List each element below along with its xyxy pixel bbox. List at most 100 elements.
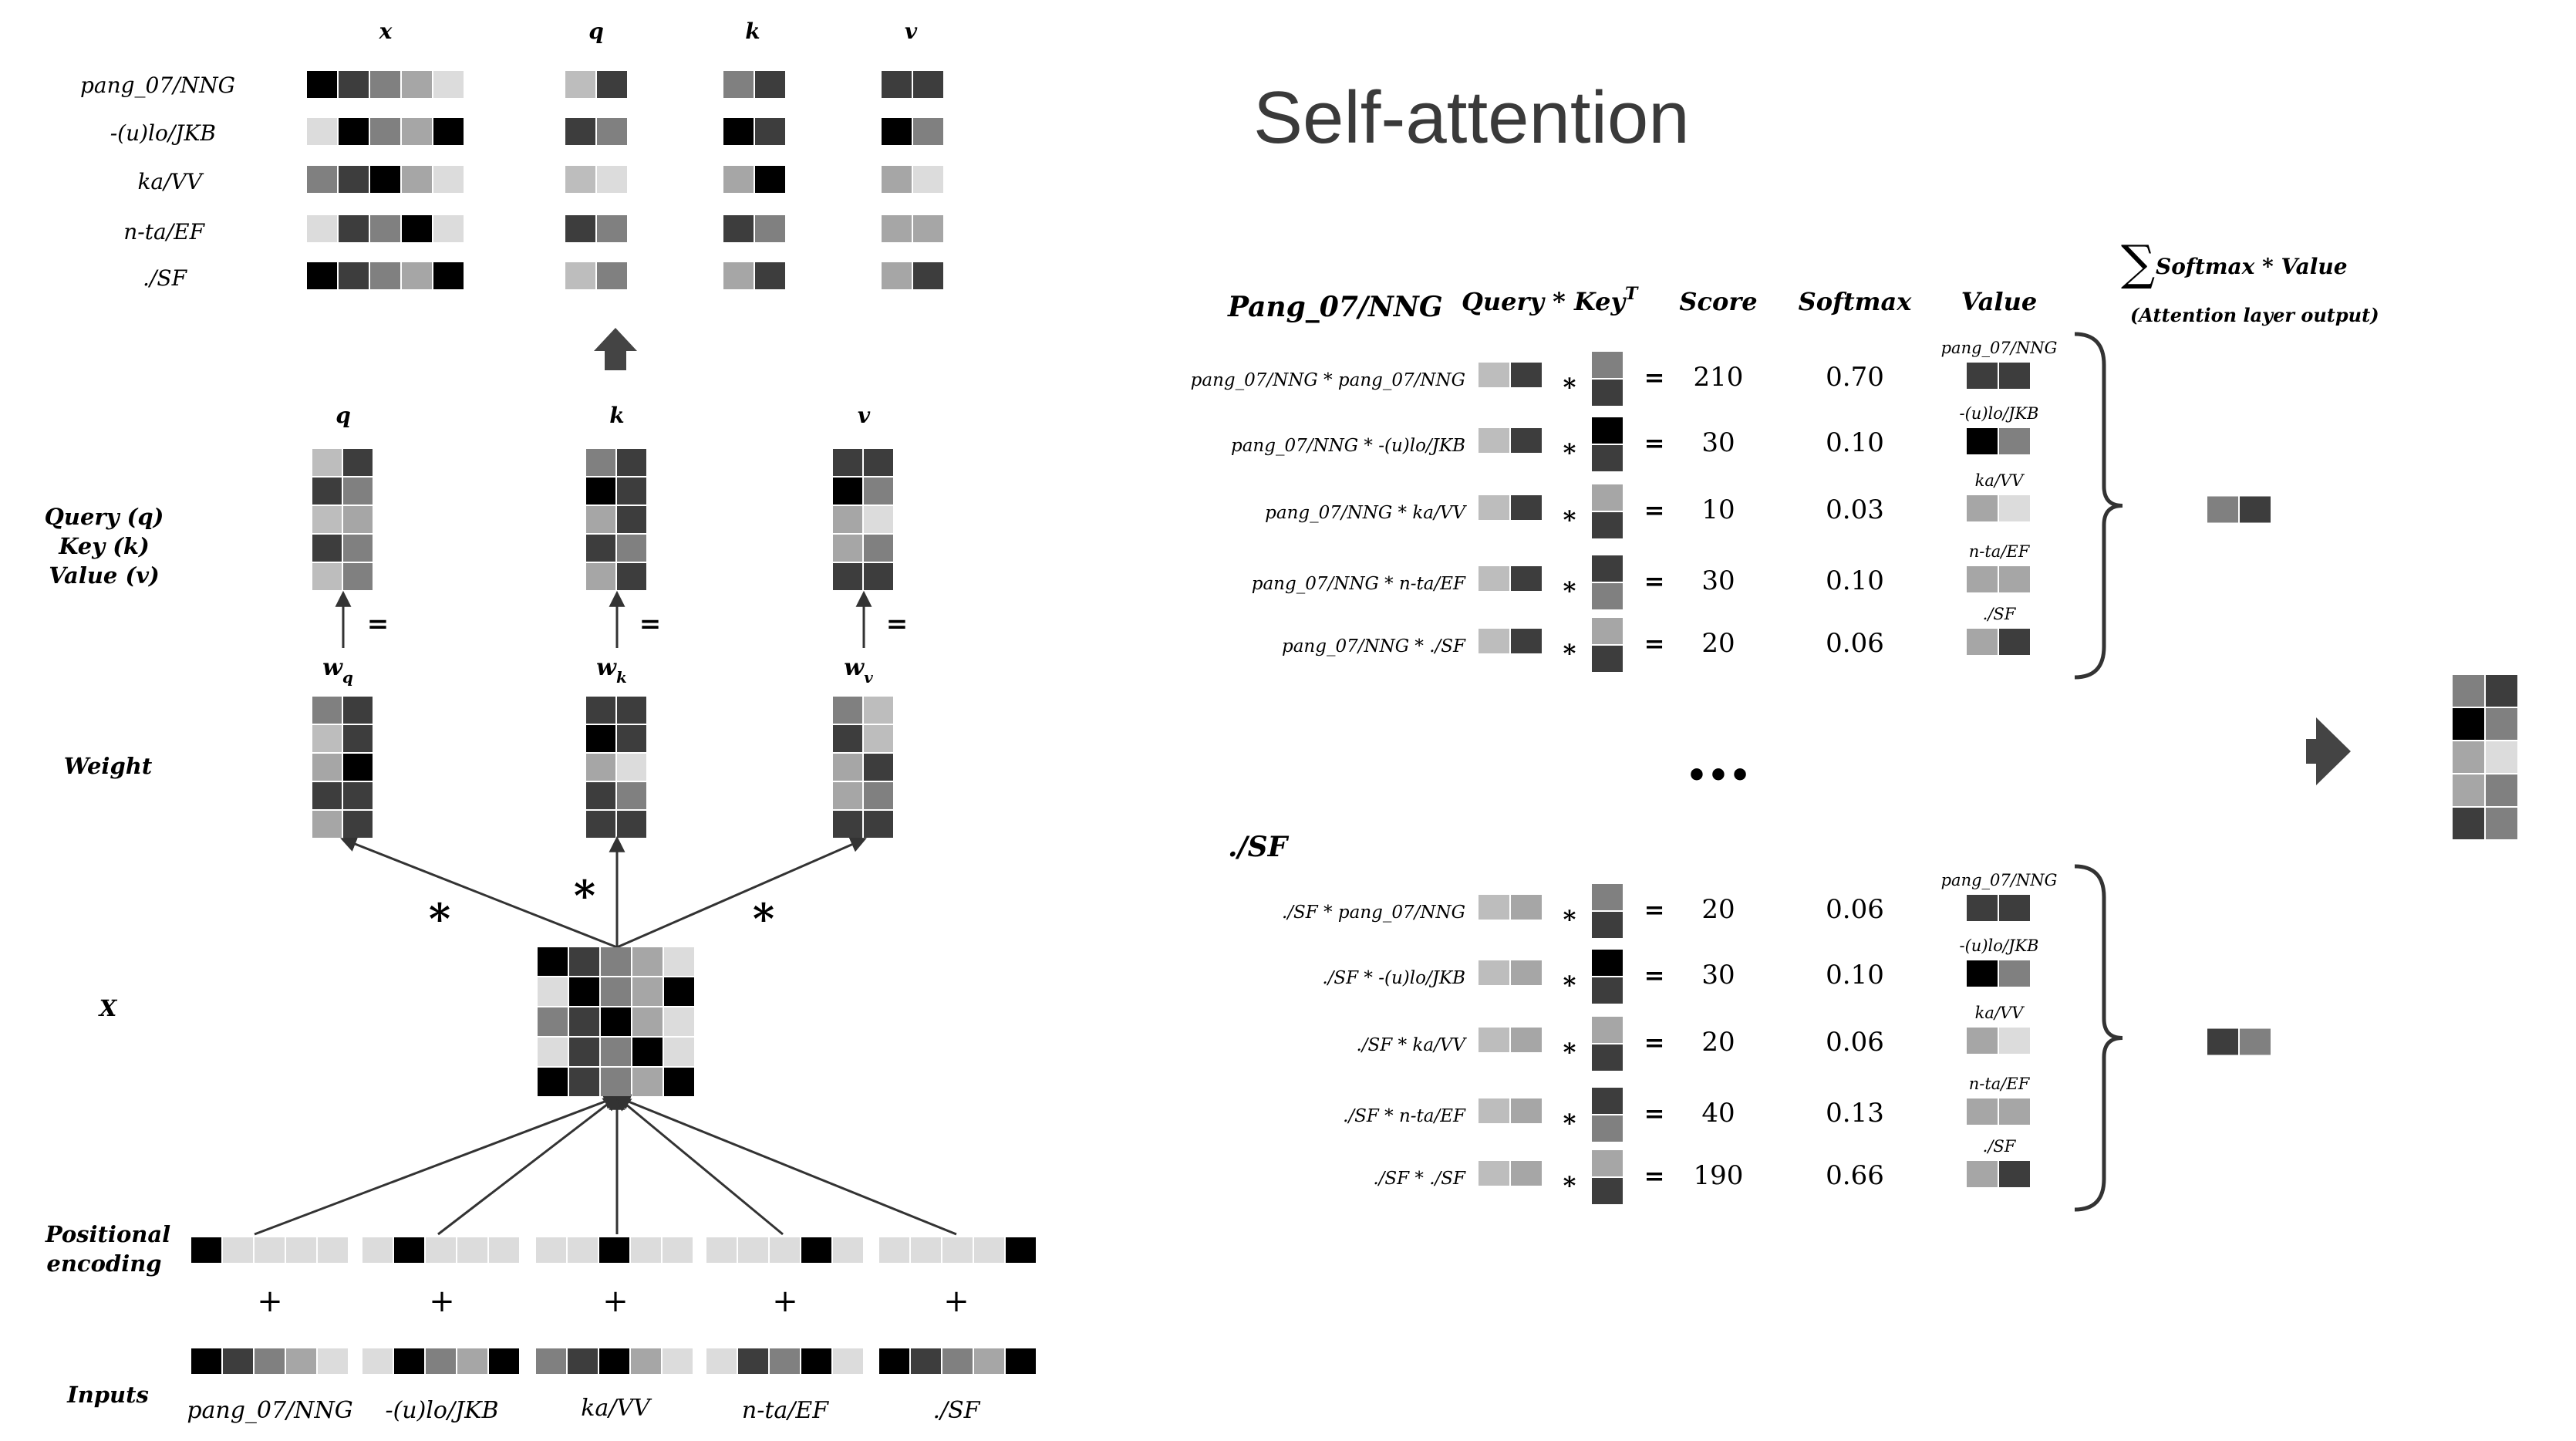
softmax-value: 0.06 — [1826, 1027, 1884, 1058]
k-matrix-cell — [586, 478, 615, 505]
col-header-sum-sub: (Attention layer output) — [2130, 304, 2379, 326]
k-matrix-cell — [617, 449, 646, 476]
x-matrix-cell — [538, 1068, 568, 1096]
equals-sign: = — [1644, 428, 1665, 457]
top-x-row-cell — [433, 118, 464, 145]
softmax-value: 0.06 — [1826, 894, 1884, 925]
result-matrix-cell — [2453, 808, 2484, 839]
token-label-1: pang_07/NNG — [80, 73, 235, 98]
value-vec-cell — [1999, 566, 2030, 592]
top-k-row-cell — [755, 166, 785, 193]
wv-matrix-cell — [864, 811, 893, 838]
top-x-row-cell — [370, 215, 400, 242]
top-k-row-cell — [755, 118, 785, 145]
softmax-value: 0.06 — [1826, 628, 1884, 659]
wv-matrix-cell — [864, 725, 893, 752]
key-cell — [1592, 618, 1623, 644]
positional-encoding-cell — [286, 1237, 316, 1263]
token-label-4: n-ta/EF — [123, 219, 205, 245]
plus-4: + — [772, 1284, 798, 1319]
x-matrix-cell — [569, 1068, 599, 1096]
qkv-label-k: k — [609, 403, 624, 428]
query-vec-cell — [1511, 363, 1542, 387]
pair-label: pang_07/NNG * pang_07/NNG — [1191, 370, 1465, 390]
k-matrix — [586, 449, 646, 590]
block-title: ./SF — [1228, 831, 1290, 863]
pair-label: ./SF * ./SF — [1373, 1169, 1466, 1189]
positional-encoding-cell — [223, 1237, 253, 1263]
multiply-star-v: * — [753, 894, 774, 943]
x-matrix-cell — [601, 1038, 631, 1066]
q-matrix-cell — [343, 563, 373, 590]
key-cell — [1592, 512, 1623, 538]
plus-3: + — [602, 1284, 629, 1319]
equals-sign: = — [1644, 1098, 1665, 1128]
value-label: ./SF — [1983, 1137, 2017, 1156]
value-vec-cell — [1967, 629, 1998, 655]
input-token-1: pang_07/NNG — [187, 1397, 352, 1424]
positional-encoding-cell — [426, 1237, 456, 1263]
value-vec-cell — [1999, 895, 2030, 921]
x-matrix-cell — [569, 1007, 599, 1036]
score-value: 40 — [1701, 1098, 1735, 1129]
positional-encoding-cell — [879, 1237, 909, 1263]
mult-star: * — [1563, 505, 1576, 535]
multiply-star-q: * — [429, 894, 450, 943]
wq-matrix-cell — [343, 782, 373, 809]
x-matrix-cell — [664, 1068, 694, 1096]
v-matrix-cell — [864, 563, 893, 590]
wq-matrix-cell — [312, 725, 342, 752]
x-matrix-cell — [538, 1007, 568, 1036]
query-vec-cell — [1511, 566, 1542, 591]
top-k-row-cell — [723, 166, 754, 193]
result-matrix-cell — [2453, 741, 2484, 773]
value-vec-cell — [1999, 428, 2030, 454]
wq-matrix-cell — [312, 782, 342, 809]
query-vec-cell — [1511, 1028, 1542, 1052]
value-vec-cell — [1967, 428, 1998, 454]
value-label: ka/VV — [1975, 471, 2025, 490]
header-k: k — [745, 19, 760, 44]
score-value: 210 — [1694, 362, 1744, 393]
value-label: ./SF — [1983, 605, 2017, 623]
x-matrix-cell — [632, 1068, 663, 1096]
key-cell — [1592, 884, 1623, 910]
top-x-row-cell — [307, 71, 337, 98]
softmax-value: 0.10 — [1826, 960, 1884, 990]
result-matrix-cell — [2486, 741, 2517, 773]
q-matrix-cell — [312, 563, 342, 590]
v-matrix-cell — [833, 506, 862, 533]
value-vec-cell — [1967, 1098, 1998, 1125]
query-vec-cell — [1511, 1161, 1542, 1186]
positional-encoding-cell — [255, 1237, 285, 1263]
top-q-row-cell — [597, 166, 627, 193]
header-x: x — [379, 19, 393, 44]
pair-label: pang_07/NNG * ./SF — [1282, 636, 1466, 656]
key-cell — [1592, 977, 1623, 1004]
input-embedding-cell — [362, 1348, 393, 1374]
top-x-row-cell — [370, 71, 400, 98]
key-cell — [1592, 1017, 1623, 1043]
wq-matrix-cell — [312, 754, 342, 781]
wk-matrix-cell — [586, 697, 615, 724]
col-header-softmax: Softmax — [1799, 287, 1913, 316]
value-vec-cell — [1999, 1098, 2030, 1125]
col-header-sum-sigma: ∑ — [2121, 235, 2155, 291]
input-embedding-cell — [191, 1348, 221, 1374]
v-matrix-cell — [833, 478, 862, 505]
equals-sign: = — [1644, 363, 1665, 392]
input-token-2: -(u)lo/JKB — [385, 1397, 498, 1424]
equals-sign: = — [1644, 960, 1665, 990]
input-embedding-cell — [801, 1348, 831, 1374]
input-embedding-cell — [942, 1348, 973, 1374]
equals-sign: = — [1644, 1161, 1665, 1190]
positional-encoding-cell — [663, 1237, 693, 1263]
query-vec-cell — [1511, 495, 1542, 520]
key-cell — [1592, 1178, 1623, 1204]
top-x-row-cell — [339, 215, 369, 242]
result-matrix — [2453, 675, 2517, 839]
key-cell — [1592, 380, 1623, 406]
positional-encoding-cell — [489, 1237, 519, 1263]
header-v: v — [905, 19, 918, 44]
equals-sign: = — [1644, 495, 1665, 525]
